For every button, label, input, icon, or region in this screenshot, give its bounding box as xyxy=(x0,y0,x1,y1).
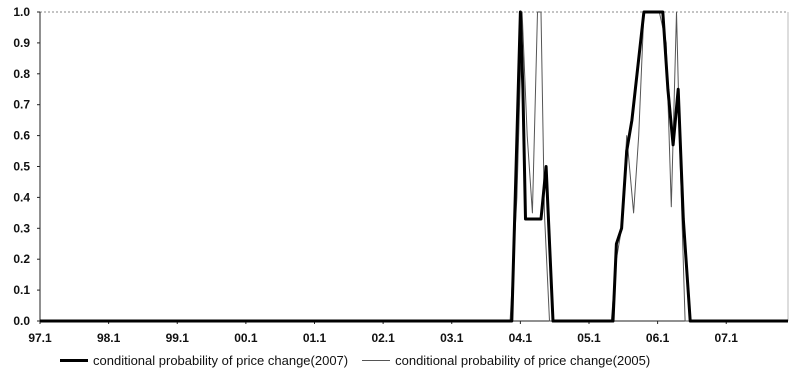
y-tick-label: 0.0 xyxy=(13,314,30,328)
y-tick-label: 0.4 xyxy=(13,190,30,204)
y-tick-label: 0.7 xyxy=(13,98,30,112)
y-tick-label: 0.5 xyxy=(13,160,30,174)
legend-label-2005: conditional probability of price change(… xyxy=(395,352,651,368)
x-tick-label: 03.1 xyxy=(440,331,464,345)
legend: conditional probability of price change(… xyxy=(60,348,790,372)
legend-swatch-2007 xyxy=(60,358,88,362)
x-tick-label: 01.1 xyxy=(303,331,327,345)
series-line-2007 xyxy=(40,10,788,323)
y-tick-label: 0.6 xyxy=(13,129,30,143)
x-tick-label: 05.1 xyxy=(577,331,601,345)
legend-item-2007: conditional probability of price change(… xyxy=(60,353,348,368)
series-layer xyxy=(40,10,788,323)
y-tick-label: 0.3 xyxy=(13,221,30,235)
y-tick-label: 1.0 xyxy=(13,5,30,19)
y-tick-label: 0.8 xyxy=(13,67,30,81)
legend-label-2007: conditional probability of price change(… xyxy=(93,352,349,368)
x-tick-label: 07.1 xyxy=(715,331,739,345)
y-tick-label: 0.9 xyxy=(13,36,30,50)
x-tick-label: 98.1 xyxy=(97,331,121,345)
y-tick-label: 0.1 xyxy=(13,283,30,297)
x-tick-label: 06.1 xyxy=(646,331,670,345)
y-axis: 0.0 0.1 0.2 0.3 0.4 0.5 0.6 0.7 0.8 0.9 1.0 xyxy=(13,5,789,328)
x-tick-label: 99.1 xyxy=(166,331,190,345)
line-chart: 0.0 0.1 0.2 0.3 0.4 0.5 0.6 0.7 0.8 0.9 1.0 97.1 98… xyxy=(13,5,789,345)
x-axis: 97.1 98.1 99.1 00.1 01.1 02.1 03.1 04.1 05.1 06.1… xyxy=(28,320,788,345)
legend-item-2005: conditional probability of price change(… xyxy=(362,353,650,368)
x-tick-label: 00.1 xyxy=(234,331,258,345)
x-tick-label: 04.1 xyxy=(509,331,533,345)
x-tick-label: 97.1 xyxy=(28,331,52,345)
y-tick-label: 0.2 xyxy=(13,252,30,266)
series-line-2005 xyxy=(40,11,788,322)
x-tick-label: 02.1 xyxy=(371,331,395,345)
legend-swatch-2005 xyxy=(362,359,391,361)
